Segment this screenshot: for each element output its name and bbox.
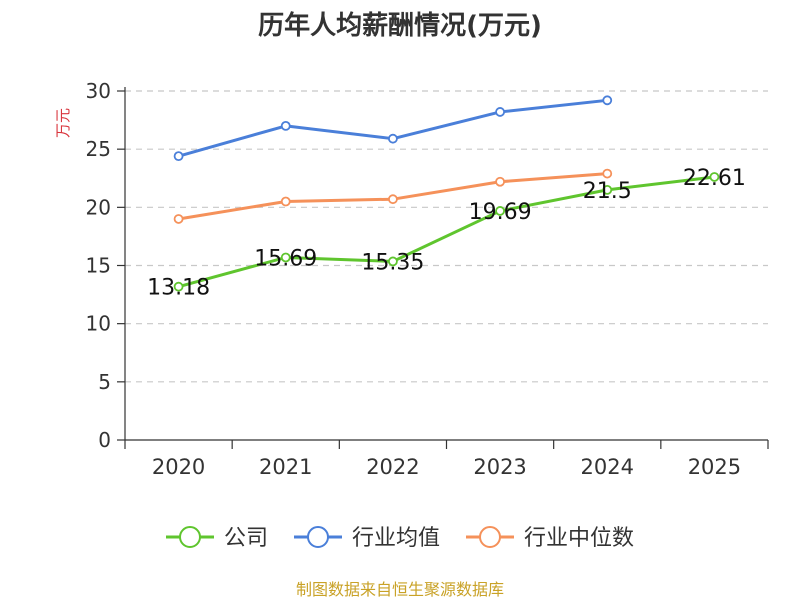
data-point	[173, 214, 184, 224]
data-point	[280, 121, 291, 131]
legend: 公司 行业均值 行业中位数	[166, 526, 634, 551]
x-tick-label: 2022	[366, 455, 419, 479]
x-tick-label: 2024	[581, 455, 634, 479]
x-tick-label: 2023	[473, 455, 526, 479]
data-label: 13.18	[147, 276, 210, 301]
data-point	[388, 194, 398, 205]
data-label: 19.69	[469, 200, 532, 225]
y-tick-label: 25	[86, 137, 111, 161]
data-point	[173, 281, 184, 292]
source-note: 制图数据来自恒生聚源数据库	[296, 580, 504, 599]
data-label-layer: 13.18 15.69 15.35 19.69 21.5 22.61	[147, 166, 746, 301]
y-tick-label: 15	[86, 254, 111, 278]
x-tick-label: 2021	[259, 455, 312, 479]
legend-marker	[179, 526, 201, 548]
data-point	[388, 256, 398, 267]
legend-marker	[307, 526, 329, 548]
y-tick-label: 10	[86, 312, 111, 336]
data-point	[280, 196, 291, 207]
series-line	[177, 175, 716, 289]
data-point	[602, 95, 613, 106]
data-point	[495, 176, 505, 187]
data-label: 15.69	[254, 246, 317, 271]
data-point	[388, 133, 398, 144]
data-point	[280, 252, 291, 263]
data-point	[495, 206, 505, 216]
legend-label: 行业中位数	[524, 526, 634, 551]
data-label: 15.35	[361, 250, 424, 275]
y-tick-label: 5	[98, 370, 111, 394]
data-point	[173, 151, 184, 162]
chart-title: 历年人均薪酬情况(万元)	[258, 10, 542, 41]
legend-marker	[479, 526, 501, 548]
series-line	[177, 98, 609, 158]
x-tick-label: 2025	[688, 455, 741, 479]
data-point	[709, 172, 720, 182]
data-label: 22.61	[683, 166, 746, 191]
y-tick-label: 20	[86, 195, 111, 219]
y-axis-label: 万元	[54, 108, 72, 138]
data-label: 21.5	[583, 179, 632, 204]
data-point	[602, 168, 613, 179]
data-point	[602, 184, 613, 195]
legend-label: 公司	[224, 526, 268, 551]
y-tick-label: 30	[86, 79, 111, 103]
x-tick-label: 2020	[152, 455, 205, 479]
series-layer	[173, 95, 720, 292]
data-point	[495, 107, 505, 117]
legend-label: 行业均值	[352, 526, 440, 551]
grid-layer	[125, 90, 768, 383]
y-tick-label: 0	[98, 428, 111, 452]
